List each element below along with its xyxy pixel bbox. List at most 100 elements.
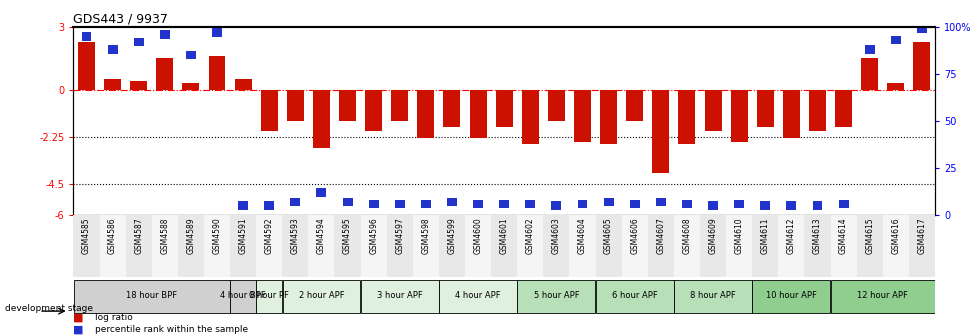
Text: 0 hour PF: 0 hour PF (249, 291, 289, 300)
Bar (203, 215, 230, 277)
Bar (886, 83, 904, 90)
Bar (212, 28, 222, 37)
Bar (334, 215, 360, 277)
FancyBboxPatch shape (596, 280, 673, 312)
Text: GSM4590: GSM4590 (212, 217, 221, 254)
Bar (134, 38, 144, 46)
Text: 12 hour APF: 12 hour APF (857, 291, 908, 300)
Bar (108, 45, 117, 54)
Bar (156, 58, 173, 90)
Bar (469, 90, 486, 138)
Bar (678, 90, 694, 144)
Text: 8 hour APF: 8 hour APF (689, 291, 735, 300)
Bar (308, 215, 334, 277)
Bar (525, 200, 535, 208)
FancyBboxPatch shape (830, 280, 934, 312)
Bar (812, 201, 822, 210)
Bar (421, 200, 430, 208)
Bar (521, 90, 538, 144)
Bar (629, 200, 639, 208)
Bar (338, 90, 356, 121)
Bar (682, 200, 691, 208)
Text: 5 hour APF: 5 hour APF (533, 291, 579, 300)
Bar (707, 201, 717, 210)
Text: GSM4606: GSM4606 (630, 217, 639, 254)
Bar (912, 42, 929, 90)
Text: GSM4604: GSM4604 (577, 217, 587, 254)
Bar (81, 32, 91, 41)
Bar (856, 215, 882, 277)
Bar (491, 215, 516, 277)
Bar (287, 90, 303, 121)
Bar (235, 79, 251, 90)
Bar (472, 200, 482, 208)
Bar (655, 198, 665, 206)
Bar (238, 201, 247, 210)
Bar (152, 215, 178, 277)
Bar (730, 90, 747, 142)
Bar (751, 215, 778, 277)
Bar (573, 90, 591, 142)
Text: ■: ■ (73, 312, 84, 323)
Bar (551, 201, 560, 210)
Bar (178, 215, 203, 277)
Text: GSM4593: GSM4593 (290, 217, 299, 254)
Text: GSM4615: GSM4615 (865, 217, 873, 254)
Text: 4 hour APF: 4 hour APF (455, 291, 501, 300)
Text: GSM4614: GSM4614 (838, 217, 847, 254)
Bar (760, 201, 770, 210)
Text: 18 hour BPF: 18 hour BPF (126, 291, 177, 300)
Text: GDS443 / 9937: GDS443 / 9937 (73, 13, 168, 26)
Bar (734, 200, 743, 208)
Bar (230, 215, 256, 277)
Text: GSM4613: GSM4613 (812, 217, 822, 254)
Bar (342, 198, 352, 206)
Bar (704, 90, 721, 131)
Bar (447, 198, 457, 206)
Text: 3 hour APF: 3 hour APF (377, 291, 422, 300)
FancyBboxPatch shape (752, 280, 829, 312)
Bar (391, 90, 408, 121)
Bar (595, 215, 621, 277)
Bar (495, 90, 512, 127)
Text: GSM4588: GSM4588 (160, 217, 169, 254)
Bar (804, 215, 829, 277)
Bar (834, 90, 851, 127)
Bar (908, 215, 934, 277)
Bar (916, 25, 926, 33)
FancyBboxPatch shape (674, 280, 751, 312)
Text: 2 hour APF: 2 hour APF (298, 291, 344, 300)
Text: GSM4586: GSM4586 (108, 217, 117, 254)
Bar (290, 198, 300, 206)
Text: GSM4598: GSM4598 (421, 217, 430, 254)
Bar (548, 90, 564, 121)
Bar (313, 90, 330, 148)
Bar (100, 215, 125, 277)
FancyBboxPatch shape (256, 280, 282, 312)
Bar (443, 90, 460, 127)
Bar (890, 36, 900, 44)
FancyBboxPatch shape (439, 280, 516, 312)
Bar (260, 90, 278, 131)
Text: GSM4600: GSM4600 (473, 217, 482, 254)
Text: GSM4589: GSM4589 (186, 217, 196, 254)
Text: GSM4599: GSM4599 (447, 217, 456, 254)
Bar (130, 81, 147, 90)
Text: GSM4601: GSM4601 (499, 217, 509, 254)
Text: GSM4591: GSM4591 (239, 217, 247, 254)
Bar (785, 201, 795, 210)
Text: GSM4594: GSM4594 (317, 217, 326, 254)
Bar (861, 58, 877, 90)
Bar (543, 215, 569, 277)
Bar (626, 90, 643, 121)
Bar (386, 215, 413, 277)
Bar (838, 200, 848, 208)
FancyBboxPatch shape (361, 280, 438, 312)
Text: GSM4616: GSM4616 (890, 217, 900, 254)
Bar (600, 90, 616, 144)
Text: GSM4605: GSM4605 (603, 217, 612, 254)
Text: GSM4592: GSM4592 (264, 217, 274, 254)
Text: 4 hour BPF: 4 hour BPF (220, 291, 266, 300)
Text: GSM4596: GSM4596 (369, 217, 378, 254)
Bar (78, 42, 95, 90)
